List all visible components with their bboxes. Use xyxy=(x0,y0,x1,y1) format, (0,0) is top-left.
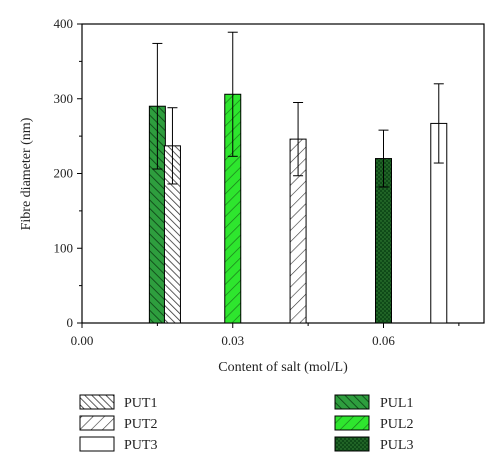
y-tick-label: 100 xyxy=(54,240,74,255)
legend-swatch-put2 xyxy=(79,415,115,431)
y-axis-title: Fibre diameter (nm) xyxy=(19,117,34,230)
legend-label-put3: PUT3 xyxy=(124,438,157,453)
legend-swatch-put1 xyxy=(79,394,115,410)
x-axis-title: Content of salt (mol/L) xyxy=(218,360,348,375)
legend-swatch-pul1 xyxy=(334,394,370,410)
plot-frame xyxy=(81,23,485,324)
legend-label-put2: PUT2 xyxy=(124,417,157,432)
x-tick-label: 0.00 xyxy=(71,333,94,348)
plot-area: 0 100 200 300 400 0.00 0.03 0.06 xyxy=(54,16,485,348)
y-tick-label: 0 xyxy=(67,315,74,330)
legend-swatch-pul2 xyxy=(334,415,370,431)
x-tick-label: 0.06 xyxy=(372,333,395,348)
x-tick-label: 0.03 xyxy=(221,333,244,348)
legend-label-pul2: PUL2 xyxy=(380,417,413,432)
legend-label-pul1: PUL1 xyxy=(380,396,413,411)
y-tick-label: 200 xyxy=(54,166,74,181)
legend-label-pul3: PUL3 xyxy=(380,438,413,453)
y-tick-label: 400 xyxy=(54,16,74,31)
legend-label-put1: PUT1 xyxy=(124,396,157,411)
legend-swatch-put3 xyxy=(79,436,115,452)
legend-swatch-pul3 xyxy=(334,436,370,452)
y-tick-label: 300 xyxy=(54,91,74,106)
legend: PUT1 PUT2 PUT3 PUL1 PUL2 PUL3 xyxy=(79,394,413,453)
